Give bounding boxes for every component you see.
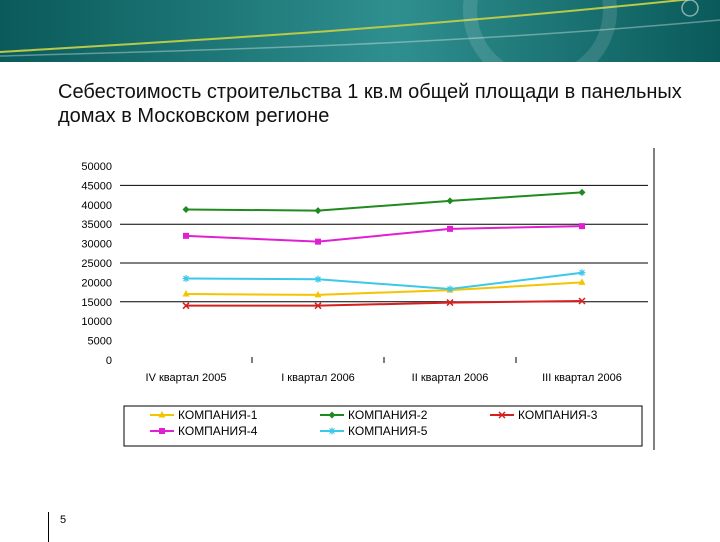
series-line-2 — [185, 191, 583, 212]
series-line-3 — [186, 300, 583, 307]
legend-label: КОМПАНИЯ-1 — [178, 408, 258, 422]
data-point-series-4 — [579, 223, 585, 230]
legend-label: КОМПАНИЯ-4 — [178, 424, 258, 438]
banner-swoosh — [0, 0, 692, 53]
y-tick-label: 10000 — [81, 316, 112, 328]
y-tick-label: 5000 — [88, 336, 112, 348]
x-tick-label: IV квартал 2005 — [146, 372, 227, 384]
x-tick-label: I квартал 2006 — [281, 372, 355, 384]
slide-title: Себестоимость строительства 1 кв.м общей… — [58, 81, 682, 127]
y-tick-label: 25000 — [81, 258, 112, 270]
y-tick-label: 15000 — [81, 297, 112, 309]
data-point-series-5 — [314, 275, 322, 283]
legend-marker — [159, 428, 165, 434]
legend-marker — [328, 411, 336, 419]
legend-marker — [158, 411, 166, 418]
banner-swoosh-light — [0, 19, 720, 57]
data-point-series-1 — [314, 290, 322, 298]
data-point-series-2 — [182, 205, 190, 213]
y-tick-label: 50000 — [81, 161, 112, 173]
data-point-series-1 — [578, 278, 586, 285]
y-tick-label: 30000 — [81, 239, 112, 251]
x-tick-label: III квартал 2006 — [542, 372, 622, 384]
legend-box — [123, 405, 643, 447]
legend-marker — [328, 427, 336, 435]
series-line-5 — [185, 271, 583, 291]
banner-ring — [463, 0, 617, 62]
data-point-series-5 — [578, 269, 586, 277]
page-number-rule — [48, 512, 49, 542]
data-point-series-4 — [315, 238, 321, 245]
data-point-series-1 — [182, 290, 190, 297]
data-point-series-2 — [314, 207, 322, 215]
legend-label: КОМПАНИЯ-2 — [348, 408, 428, 422]
page-number: 5 — [60, 514, 67, 526]
data-point-series-4 — [447, 225, 453, 232]
data-point-series-5 — [446, 285, 454, 293]
series-line-4 — [185, 225, 583, 243]
legend-label: КОМПАНИЯ-5 — [348, 424, 428, 438]
data-point-series-3 — [578, 297, 586, 305]
y-tick-label: 45000 — [81, 180, 112, 192]
y-tick-label: 35000 — [81, 219, 112, 231]
header-banner — [0, 0, 720, 62]
data-point-series-2 — [446, 197, 454, 205]
y-tick-label: 40000 — [81, 200, 112, 212]
data-point-series-3 — [446, 299, 454, 307]
data-point-series-4 — [183, 232, 189, 239]
y-tick-label: 20000 — [81, 277, 112, 289]
y-tick-label: 0 — [106, 355, 112, 367]
series-line-1 — [185, 281, 583, 296]
data-point-series-3 — [314, 302, 322, 310]
data-point-series-3 — [182, 302, 190, 310]
legend-marker — [498, 411, 506, 419]
data-point-series-5 — [182, 275, 190, 283]
x-tick-label: II квартал 2006 — [412, 372, 489, 384]
data-point-series-2 — [578, 188, 586, 196]
legend-label: КОМПАНИЯ-3 — [518, 408, 598, 422]
